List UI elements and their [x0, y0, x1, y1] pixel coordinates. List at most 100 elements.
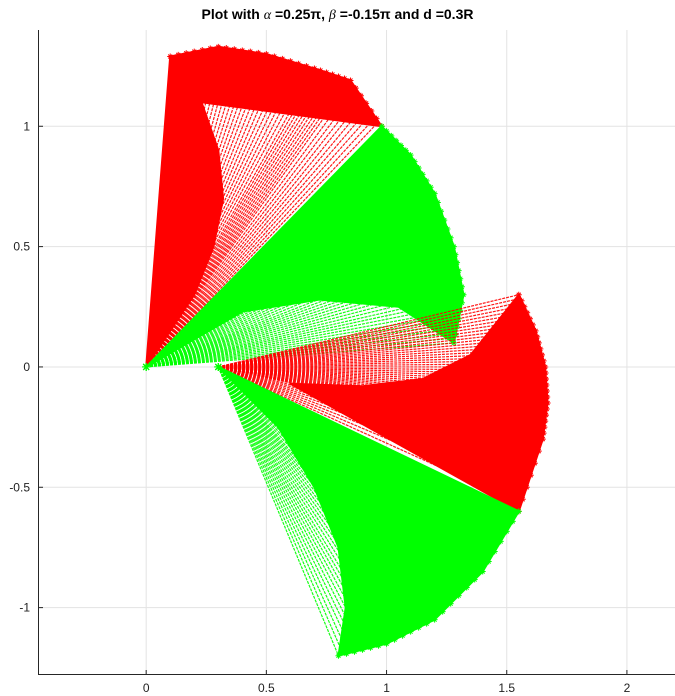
series-ray [145, 70, 323, 368]
series-marker [519, 496, 526, 503]
series-ray [217, 366, 505, 536]
series-ray [217, 366, 494, 554]
y-tick-label: 0 [23, 360, 30, 374]
series-marker [375, 642, 382, 649]
series-ray [217, 366, 368, 649]
series-ray [145, 62, 296, 368]
series-ray [218, 366, 545, 429]
series-marker [524, 309, 531, 316]
series-ray [217, 366, 421, 628]
series-ray [145, 224, 447, 368]
series-ray [145, 125, 383, 368]
series-marker [263, 51, 270, 58]
series-marker [538, 351, 545, 358]
series-marker [423, 177, 430, 184]
series-ray [145, 50, 248, 368]
series-marker [191, 48, 198, 55]
series-marker [367, 644, 374, 651]
beta-symbol: β [328, 8, 336, 23]
series-marker [303, 63, 310, 70]
series-ray [145, 107, 370, 368]
series-ray [217, 366, 469, 587]
series-marker [460, 291, 467, 298]
series-ray [218, 323, 533, 368]
series-ray [145, 246, 455, 368]
series-marker [383, 640, 390, 647]
series-apex-marker [214, 362, 223, 371]
series-marker [534, 333, 541, 340]
series-ray [145, 112, 373, 368]
x-tick-label: 1 [383, 681, 390, 695]
series-marker [540, 430, 547, 437]
series-ray [146, 289, 463, 368]
series-ray [217, 366, 364, 651]
series-ray [145, 59, 287, 368]
series-ray [218, 366, 544, 437]
series-ray [218, 330, 536, 368]
series-ray [217, 366, 383, 646]
series-ray [145, 143, 400, 368]
series-ray [145, 173, 423, 368]
series-ray [218, 366, 529, 484]
series-marker [543, 406, 550, 413]
series-ray [145, 98, 364, 368]
series-ray [145, 55, 176, 367]
series-ray [145, 49, 205, 368]
series-ray [145, 214, 443, 368]
series-marker [231, 46, 238, 53]
series-ray [145, 52, 258, 368]
series-ray [145, 265, 458, 368]
series-ray [145, 189, 433, 368]
series-ray [145, 203, 439, 368]
series-marker [485, 558, 492, 565]
x-tick-label: 0 [143, 681, 150, 695]
series-marker [427, 184, 434, 191]
series-marker [323, 69, 330, 76]
series-ray [218, 366, 531, 476]
series-ray [145, 166, 419, 368]
series-group-3 [214, 291, 551, 515]
series-marker [542, 418, 549, 425]
series-ray [217, 366, 445, 611]
series-marker [397, 142, 404, 149]
series-ray [218, 366, 548, 408]
series-ray [145, 103, 367, 368]
series-ray [145, 170, 421, 368]
title-beta-value: =-0.15π and d =0.3R [335, 6, 474, 22]
series-ray [218, 366, 527, 491]
series-marker [444, 225, 451, 232]
series-ray [217, 366, 455, 601]
series-ray [145, 219, 445, 368]
series-group-4 [214, 362, 522, 659]
series-marker [373, 115, 380, 122]
series-ray [145, 270, 459, 368]
series-ray [145, 78, 348, 368]
series-ray [217, 366, 388, 645]
series-marker [271, 53, 278, 60]
y-tick-label: -0.5 [9, 480, 30, 494]
series-ray [145, 146, 403, 368]
series-group-1 [142, 43, 385, 371]
series-marker [523, 484, 530, 491]
series-marker [434, 199, 441, 206]
series-ray [145, 193, 435, 368]
series-ray [218, 366, 524, 498]
series-marker [167, 53, 174, 60]
series-marker [352, 85, 359, 92]
series-marker [402, 147, 409, 154]
alpha-symbol: α [263, 8, 272, 23]
series-marker [532, 327, 539, 334]
series-marker [329, 71, 336, 78]
title-alpha-value: =0.25π, [271, 6, 329, 22]
series-marker [452, 251, 459, 258]
series-marker [542, 375, 549, 382]
series-marker [359, 646, 366, 653]
series-ray [145, 128, 386, 368]
series-marker [515, 508, 522, 515]
series-marker [247, 48, 254, 55]
series-ray [145, 148, 406, 368]
series-ray [218, 315, 529, 368]
series-marker [491, 548, 498, 555]
series-ray [145, 131, 388, 368]
series-ray [145, 230, 449, 368]
